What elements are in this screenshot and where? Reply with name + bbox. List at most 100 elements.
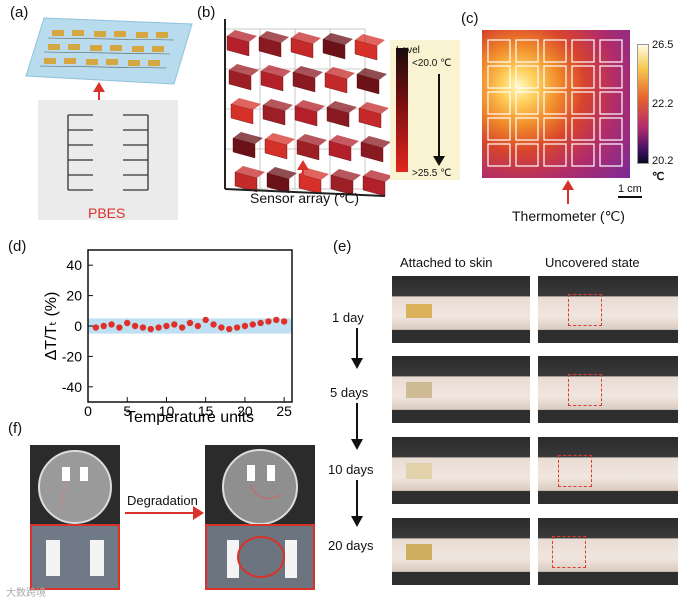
panel-label-f: (f) bbox=[8, 420, 23, 437]
legend-title: Level bbox=[396, 45, 420, 56]
x-tick-label: 25 bbox=[276, 403, 292, 419]
panel-a-top-image bbox=[24, 14, 194, 86]
thermal-sensor-cell bbox=[599, 65, 623, 89]
data-point bbox=[265, 318, 272, 325]
sensor-bar-top bbox=[231, 98, 261, 110]
sensor-bar-top bbox=[361, 136, 391, 148]
legend-bottom-label: >25.5 ℃ bbox=[412, 168, 452, 179]
sensor-bar-top bbox=[233, 132, 263, 144]
degraded-area-circle bbox=[237, 536, 285, 578]
sensor-bar bbox=[290, 37, 314, 59]
panel-d-chart: 40 20 0 -20 -40 0 5 10 15 20 25 Temperature units ΔT… bbox=[0, 240, 310, 426]
data-point bbox=[116, 324, 123, 331]
sensor-bar-top bbox=[323, 33, 353, 45]
day-arrow-2 bbox=[351, 403, 363, 450]
data-point bbox=[124, 319, 131, 327]
thermal-sensor-cell bbox=[487, 143, 511, 167]
sensor-bar bbox=[326, 106, 350, 128]
sensor-patch bbox=[406, 382, 432, 398]
colorbar-mid: 22.2 bbox=[652, 98, 674, 110]
panel-a-caption: PBES bbox=[88, 205, 126, 221]
uncovered-area bbox=[568, 374, 602, 406]
sensor-bar bbox=[260, 70, 284, 92]
sensor-bar-top bbox=[291, 32, 321, 44]
day-label-2: 5 days bbox=[330, 385, 369, 400]
panel-label-e: (e) bbox=[333, 238, 352, 255]
data-point bbox=[108, 321, 115, 328]
sensor-bar-top bbox=[229, 64, 259, 76]
sensor-bar bbox=[264, 138, 288, 160]
x-tick-label: 0 bbox=[84, 403, 92, 419]
sensor-bar bbox=[354, 39, 378, 61]
panel-c-colorbar bbox=[637, 44, 649, 164]
sensor-patch bbox=[406, 463, 432, 479]
colorbar-min: 20.2 bbox=[652, 155, 674, 167]
sensor-bar bbox=[324, 72, 348, 94]
sensor-bar bbox=[360, 141, 384, 163]
sensor-bar bbox=[328, 140, 352, 162]
scalebar-line bbox=[618, 196, 642, 198]
x-axis-label: Temperature units bbox=[126, 409, 254, 425]
legend-top-label: <20.0 ℃ bbox=[412, 58, 452, 69]
sensor-patch bbox=[406, 544, 432, 560]
thermal-sensor-cell bbox=[543, 39, 567, 63]
sensor-bar-top bbox=[235, 166, 265, 178]
panel-label-c: (c) bbox=[461, 10, 479, 27]
uncovered-area bbox=[568, 294, 602, 326]
degradation-arrow bbox=[125, 512, 195, 514]
legend-arrow-head bbox=[433, 156, 445, 166]
data-point bbox=[241, 322, 249, 330]
day-label-3: 10 days bbox=[328, 462, 374, 477]
sensor-bar-top bbox=[359, 102, 389, 114]
thermal-sensor-cell bbox=[515, 117, 539, 141]
data-point bbox=[186, 319, 194, 327]
sensor-bar-top bbox=[325, 67, 355, 79]
thermal-sensor-cell bbox=[487, 91, 511, 115]
x-tick-label: 20 bbox=[237, 403, 253, 419]
data-point bbox=[194, 322, 202, 330]
y-tick-label: 40 bbox=[66, 257, 82, 273]
thermal-sensor-cell bbox=[571, 39, 595, 63]
day-label-1: 1 day bbox=[332, 310, 364, 325]
sensor-bar-top bbox=[259, 31, 289, 43]
thermal-sensor-cell bbox=[487, 39, 511, 63]
panel-label-a: (a) bbox=[10, 4, 29, 21]
sensor-bar bbox=[258, 36, 282, 58]
col-header-attached: Attached to skin bbox=[400, 255, 493, 270]
arm-photo-1-uncovered bbox=[538, 276, 678, 343]
sensor-bar bbox=[294, 105, 318, 127]
degradation-arrow-head bbox=[193, 506, 204, 520]
sensor-bar-top bbox=[363, 170, 393, 182]
thermal-sensor-cell bbox=[599, 91, 623, 115]
thermal-sensor-cell bbox=[599, 117, 623, 141]
panel-label-d: (d) bbox=[8, 238, 27, 255]
panel-f-closeup-before bbox=[30, 524, 120, 590]
sensor-bar-top bbox=[357, 68, 387, 80]
arm-photo-2-attached bbox=[392, 356, 530, 423]
data-point bbox=[171, 321, 178, 328]
thermal-sensor-cell bbox=[599, 143, 623, 167]
sensor-bar-top bbox=[261, 65, 291, 77]
watermark: 大数跨境 bbox=[6, 588, 46, 599]
degradation-label: Degradation bbox=[127, 493, 198, 508]
data-point bbox=[202, 316, 209, 324]
thermal-sensor-cell bbox=[515, 143, 539, 167]
sensor-bar bbox=[356, 73, 380, 95]
thermal-sensor-cell bbox=[571, 117, 595, 141]
x-tick-label: 15 bbox=[198, 403, 214, 419]
thermal-sensor-cell bbox=[571, 65, 595, 89]
day-arrow-3 bbox=[351, 480, 363, 527]
sensor-bar-top bbox=[295, 100, 325, 112]
panel-f-dish-before bbox=[30, 445, 120, 525]
sensor-bar bbox=[322, 38, 346, 60]
sensor-bar-top bbox=[355, 34, 385, 46]
data-point bbox=[100, 322, 107, 330]
thermal-sensor-cell bbox=[515, 39, 539, 63]
legend-gradient bbox=[396, 48, 408, 172]
panel-b-legend bbox=[390, 40, 460, 180]
panel-c-arrow bbox=[562, 180, 574, 204]
data-point bbox=[210, 321, 217, 328]
y-axis-label: ΔT/Tₜ (%) bbox=[43, 292, 60, 361]
colorbar-max: 26.5 bbox=[652, 39, 674, 51]
sensor-bar bbox=[266, 172, 290, 194]
